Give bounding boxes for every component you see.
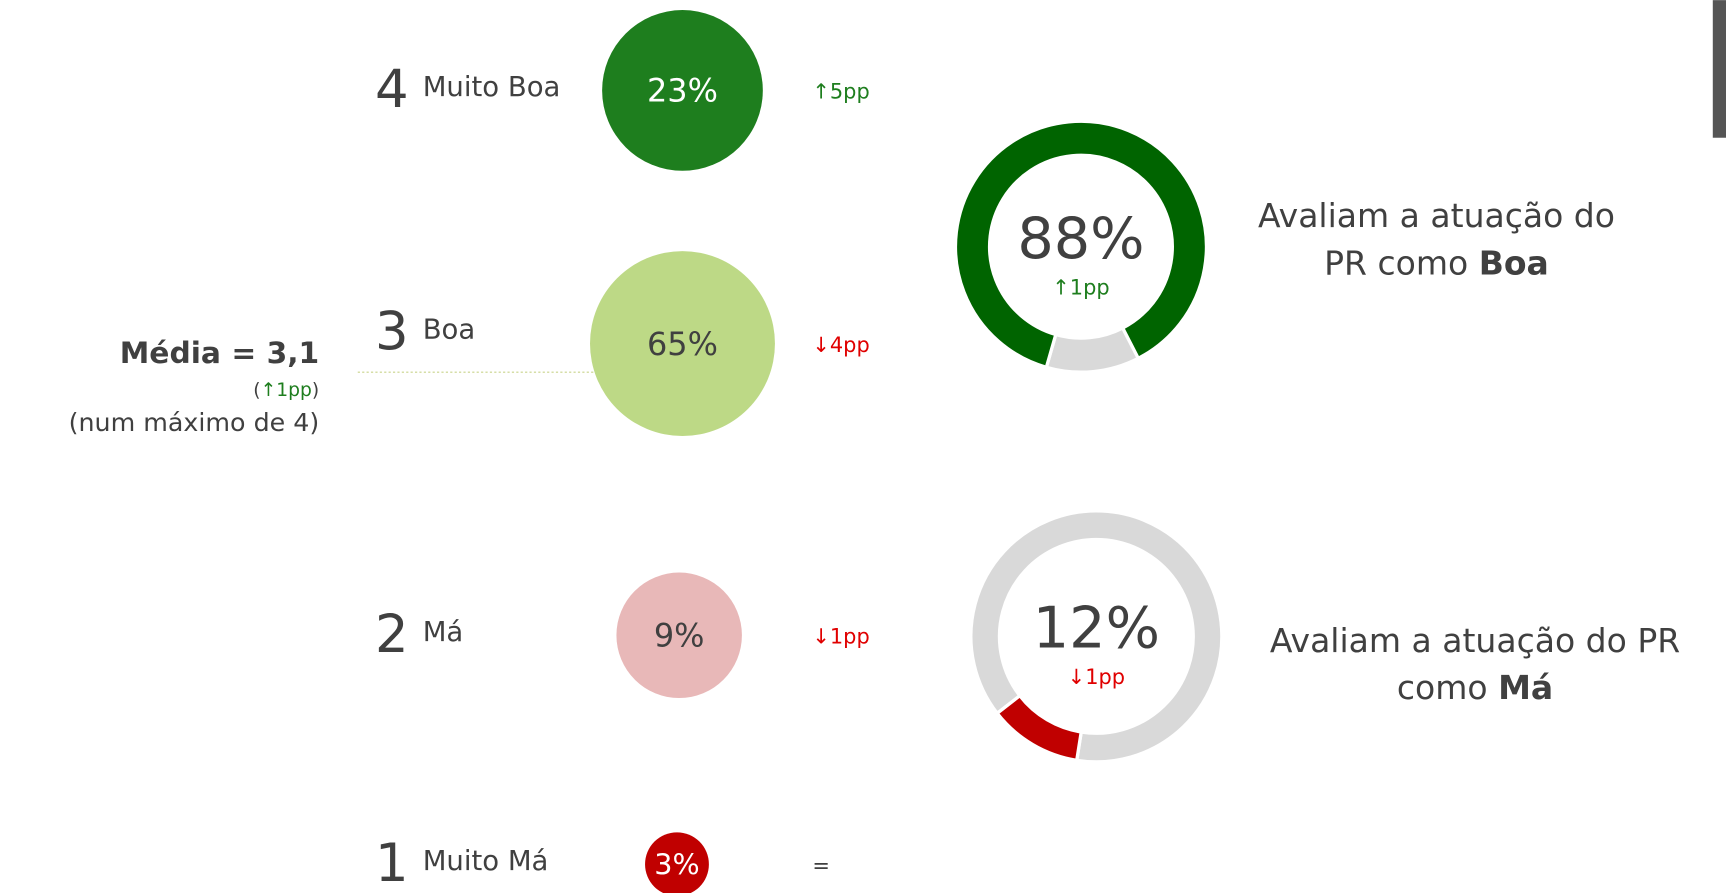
caption-bold: Má [1498, 668, 1553, 707]
donut-value: 12% [1033, 596, 1160, 662]
donut-segment [953, 119, 1209, 370]
change: = [812, 853, 830, 877]
bubble-label: 23% [647, 72, 718, 110]
average-note: (num máximo de 4) [69, 408, 320, 437]
donut-rest [969, 509, 1224, 764]
donut-value: 88% [1017, 206, 1144, 272]
bubble-label: 9% [654, 616, 705, 654]
donut-change: ↓1pp [1068, 665, 1125, 689]
caption: Avaliam a atuação do [1258, 195, 1615, 234]
paren: ( [253, 379, 260, 400]
donut-segment [994, 693, 1084, 763]
caption-text: Avaliam a atuação do PR [1270, 620, 1680, 659]
change: ↑5pp [812, 80, 869, 104]
bubble [590, 251, 775, 437]
paren: ) [312, 379, 319, 400]
rank: 3 [375, 301, 409, 362]
caption: Avaliam a atuação do PR [1270, 620, 1680, 659]
rank-label: Muito Má [423, 845, 549, 877]
rank-label: Má [423, 616, 464, 648]
rank: 2 [375, 604, 409, 665]
caption: PR como Boa [1324, 243, 1549, 282]
bubble-label: 65% [647, 325, 718, 363]
bubble [602, 10, 763, 171]
change: ↓1pp [812, 624, 869, 648]
rank-label: Muito Boa [423, 71, 561, 103]
caption-text: PR como [1324, 243, 1479, 282]
change: ↓4pp [812, 333, 869, 357]
caption-text: Avaliam a atuação do [1258, 195, 1615, 234]
caption-text: como [1397, 668, 1498, 707]
rank: 1 [375, 833, 409, 893]
caption-bold: Boa [1479, 243, 1549, 282]
rank: 4 [375, 59, 409, 120]
average-change: (↑1pp) [253, 379, 319, 400]
average-title: Média = 3,1 [120, 336, 319, 371]
caption: como Má [1397, 668, 1553, 707]
photo-edge [1712, 0, 1726, 138]
donut-change: ↑1pp [1052, 276, 1109, 300]
change: ↑1pp [261, 379, 312, 400]
bubble-label: 3% [654, 847, 699, 881]
rank-label: Boa [423, 313, 476, 345]
bubble [616, 572, 742, 699]
bubble [645, 832, 709, 893]
